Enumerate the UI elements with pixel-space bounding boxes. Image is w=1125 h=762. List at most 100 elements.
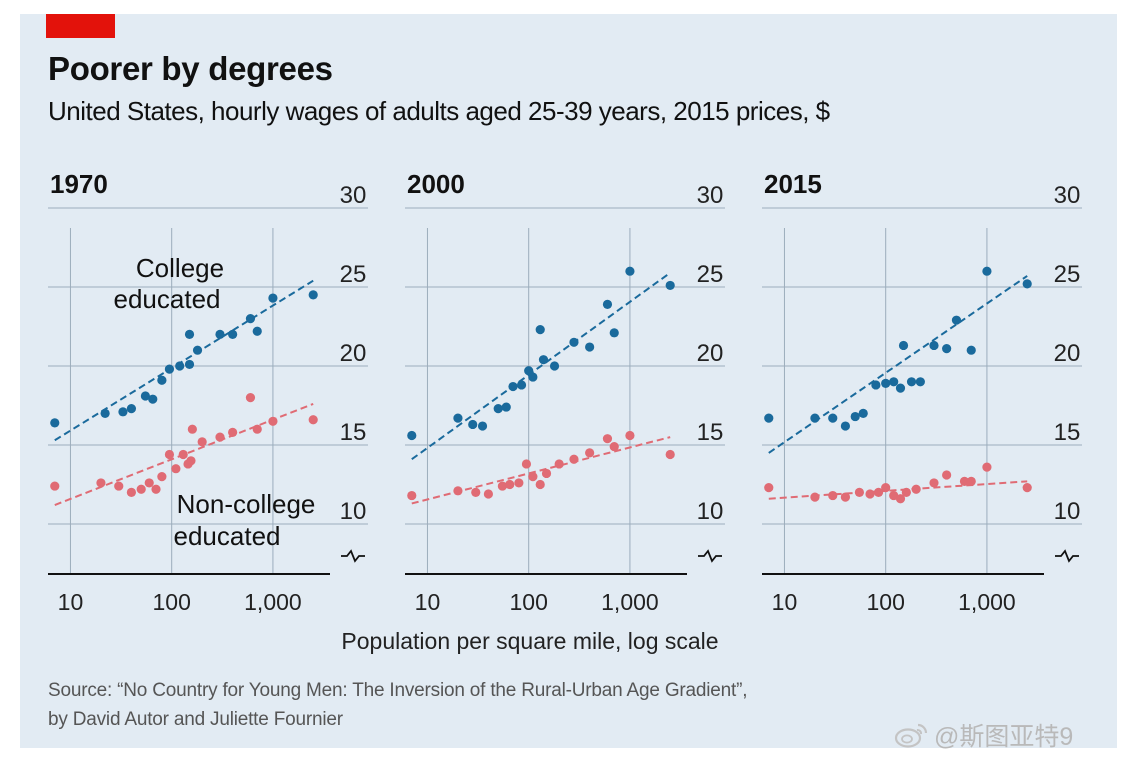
- panel-year-label: 2015: [764, 169, 822, 199]
- data-point-noncollege: [245, 393, 256, 403]
- data-point-noncollege: [602, 434, 613, 444]
- trend-line-noncollege: [768, 480, 1028, 500]
- data-point-college: [175, 361, 185, 371]
- data-point-college: [245, 314, 256, 324]
- data-point-noncollege: [252, 424, 262, 434]
- data-point-noncollege: [407, 490, 417, 501]
- data-point-college: [516, 380, 527, 390]
- data-point-college: [215, 329, 225, 339]
- data-point-college: [585, 342, 595, 352]
- data-point-college: [184, 359, 195, 370]
- data-point-noncollege: [228, 427, 238, 437]
- data-point-noncollege: [114, 481, 124, 491]
- x-tick-label: 100: [153, 589, 191, 615]
- data-point-college: [164, 364, 175, 374]
- data-point-noncollege: [535, 479, 545, 490]
- data-point-college: [951, 315, 962, 325]
- data-point-college: [453, 413, 463, 423]
- y-tick-label: 25: [697, 261, 724, 288]
- trend-line-college: [768, 275, 1028, 454]
- data-point-college: [966, 345, 976, 355]
- data-point-college: [118, 407, 128, 417]
- chart-subtitle: United States, hourly wages of adults ag…: [48, 96, 830, 126]
- data-point-noncollege: [810, 492, 820, 502]
- panel-2015: [762, 207, 1082, 575]
- panel-2000: [405, 207, 725, 575]
- trend-line-noncollege: [411, 436, 671, 505]
- data-point-college: [828, 413, 838, 423]
- data-point-college: [1022, 279, 1032, 289]
- data-point-college: [881, 378, 891, 388]
- brand-red-tag: [46, 14, 115, 38]
- source-line-2: by David Autor and Juliette Fournier: [48, 709, 343, 730]
- data-point-college: [100, 408, 110, 418]
- y-tick-label: 10: [1054, 498, 1081, 525]
- data-point-college: [871, 380, 881, 390]
- data-point-noncollege: [151, 484, 161, 494]
- y-tick-label: 15: [340, 419, 367, 446]
- data-point-noncollege: [982, 462, 992, 472]
- panel-year-label: 1970: [50, 169, 108, 199]
- data-point-noncollege: [541, 468, 552, 479]
- data-point-college: [148, 394, 158, 404]
- data-point-noncollege: [136, 484, 146, 494]
- data-point-noncollege: [929, 478, 939, 488]
- data-point-college: [810, 413, 820, 423]
- x-tick-label: 10: [415, 589, 441, 615]
- y-tick-label: 20: [697, 340, 724, 367]
- data-point-noncollege: [528, 472, 538, 482]
- trend-line-college: [54, 279, 314, 442]
- x-tick-label: 1,000: [601, 589, 659, 615]
- data-point-noncollege: [854, 487, 865, 497]
- data-point-college: [268, 293, 278, 303]
- data-point-noncollege: [881, 483, 891, 493]
- data-point-college: [407, 430, 417, 441]
- source-line-1: Source: “No Country for Young Men: The I…: [48, 680, 748, 701]
- data-point-noncollege: [186, 456, 196, 466]
- data-point-college: [501, 402, 511, 412]
- data-point-noncollege: [625, 430, 635, 441]
- y-tick-label: 10: [340, 498, 367, 525]
- weibo-icon: [894, 723, 928, 748]
- data-point-college: [528, 372, 538, 382]
- data-point-noncollege: [50, 481, 60, 491]
- data-point-college: [609, 328, 619, 338]
- data-point-college: [493, 404, 503, 414]
- data-point-noncollege: [764, 483, 774, 493]
- y-tick-label: 20: [1054, 340, 1081, 367]
- data-point-college: [889, 377, 899, 387]
- data-point-noncollege: [828, 490, 838, 501]
- data-point-college: [569, 337, 579, 347]
- y-tick-label: 30: [340, 182, 367, 209]
- data-point-noncollege: [96, 478, 106, 488]
- y-tick-label: 25: [1054, 261, 1081, 288]
- data-point-noncollege: [268, 416, 278, 426]
- x-tick-label: 10: [772, 589, 798, 615]
- data-point-college: [184, 329, 195, 339]
- data-point-college: [538, 355, 549, 365]
- x-tick-label: 10: [58, 589, 84, 615]
- data-point-college: [535, 325, 545, 335]
- data-point-college: [468, 419, 478, 430]
- data-point-noncollege: [308, 415, 318, 425]
- y-tick-label: 30: [697, 182, 724, 209]
- data-point-noncollege: [966, 476, 976, 486]
- data-point-college: [308, 290, 318, 300]
- data-point-noncollege: [585, 448, 595, 458]
- data-point-college: [126, 404, 137, 414]
- data-point-noncollege: [895, 494, 906, 504]
- data-point-noncollege: [453, 486, 463, 496]
- data-point-noncollege: [497, 481, 508, 491]
- data-point-noncollege: [157, 472, 167, 482]
- data-point-noncollege: [609, 441, 619, 452]
- data-point-college: [982, 266, 992, 276]
- data-point-college: [252, 326, 262, 336]
- axis-break-icon: [341, 549, 365, 563]
- y-tick-label: 10: [697, 498, 724, 525]
- x-tick-label: 1,000: [244, 589, 302, 615]
- data-point-college: [895, 383, 906, 393]
- data-point-noncollege: [215, 432, 225, 442]
- data-point-college: [228, 329, 238, 339]
- data-point-college: [942, 344, 952, 354]
- data-point-noncollege: [521, 459, 532, 469]
